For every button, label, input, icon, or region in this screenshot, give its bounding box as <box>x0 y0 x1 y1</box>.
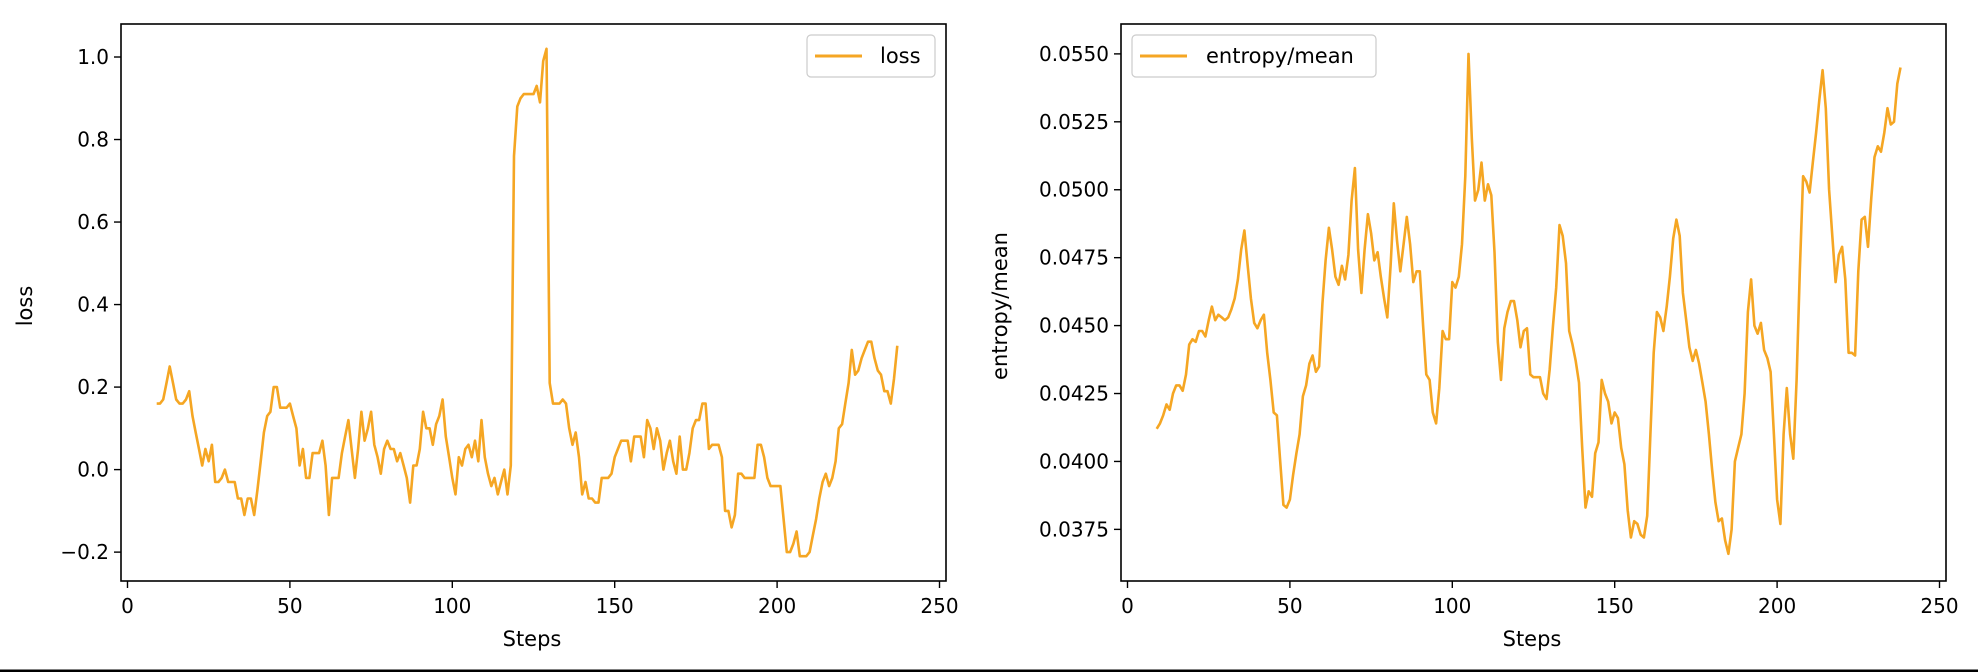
loss-y-tick-label: 0.6 <box>77 210 109 234</box>
loss-y-tick-label: −0.2 <box>60 540 109 564</box>
entropy-y-tick-label: 0.0475 <box>1039 246 1109 270</box>
loss-x-tick-label: 0 <box>121 594 134 618</box>
loss-legend: loss <box>806 34 936 78</box>
entropy-x-axis-label: Steps <box>1503 627 1562 651</box>
entropy-x-tick-label: 250 <box>1920 594 1958 618</box>
loss-y-tick-label: 0.4 <box>77 293 109 317</box>
entropy-y-tick-label: 0.0500 <box>1039 178 1109 202</box>
entropy-y-tick-label: 0.0550 <box>1039 42 1109 66</box>
entropy-legend-label: entropy/mean <box>1206 44 1354 68</box>
entropy-x-tick-label: 150 <box>1596 594 1634 618</box>
loss-x-axis-label: Steps <box>503 627 562 651</box>
loss-chart: 0 50 100 150 200 250 −0.2 0.0 0.2 0.4 0.6 0.8 1.0 <box>60 23 959 618</box>
loss-x-axis-title: Steps <box>503 627 562 651</box>
loss-legend-label: loss <box>880 44 921 68</box>
loss-x-tick-label: 250 <box>920 594 958 618</box>
loss-y-tick-label: 1.0 <box>77 45 109 69</box>
entropy-y-tick-label: 0.0375 <box>1039 517 1109 541</box>
loss-y-axis-title: loss <box>13 286 37 327</box>
entropy-x-tick-label: 100 <box>1433 594 1471 618</box>
entropy-y-axis-label: entropy/mean <box>988 232 1012 380</box>
loss-x-tick-label: 200 <box>758 594 796 618</box>
entropy-axes-frame <box>1120 23 1947 582</box>
entropy-chart: 0 50 100 150 200 250 0.0375 0.0400 0.0425 0.0450 0… <box>1039 23 1959 618</box>
loss-y-tick-label: 0.2 <box>77 375 109 399</box>
entropy-y-tick-label: 0.0400 <box>1039 449 1109 473</box>
loss-x-tick-label: 150 <box>596 594 634 618</box>
loss-y-axis-label: loss <box>13 286 37 327</box>
entropy-legend-box <box>1131 34 1377 78</box>
loss-y-tick-label: 0.8 <box>77 128 109 152</box>
loss-axes-frame <box>120 23 947 582</box>
entropy-y-tick-label: 0.0425 <box>1039 382 1109 406</box>
entropy-y-tick-label: 0.0525 <box>1039 110 1109 134</box>
loss-legend-box <box>806 34 936 78</box>
loss-series-line <box>156 47 899 558</box>
loss-y-tick-label: 0.0 <box>77 458 109 482</box>
entropy-x-axis-title: Steps <box>1503 627 1562 651</box>
entropy-y-tick-label: 0.0450 <box>1039 314 1109 338</box>
loss-x-tick-label: 50 <box>277 594 302 618</box>
entropy-series-line <box>1155 52 1902 556</box>
loss-x-tick-label: 100 <box>433 594 471 618</box>
entropy-x-tick-label: 200 <box>1758 594 1796 618</box>
entropy-x-tick-label: 50 <box>1277 594 1302 618</box>
entropy-x-tick-label: 0 <box>1121 594 1134 618</box>
entropy-y-axis-title: entropy/mean <box>988 232 1012 380</box>
entropy-legend: entropy/mean <box>1131 34 1377 78</box>
